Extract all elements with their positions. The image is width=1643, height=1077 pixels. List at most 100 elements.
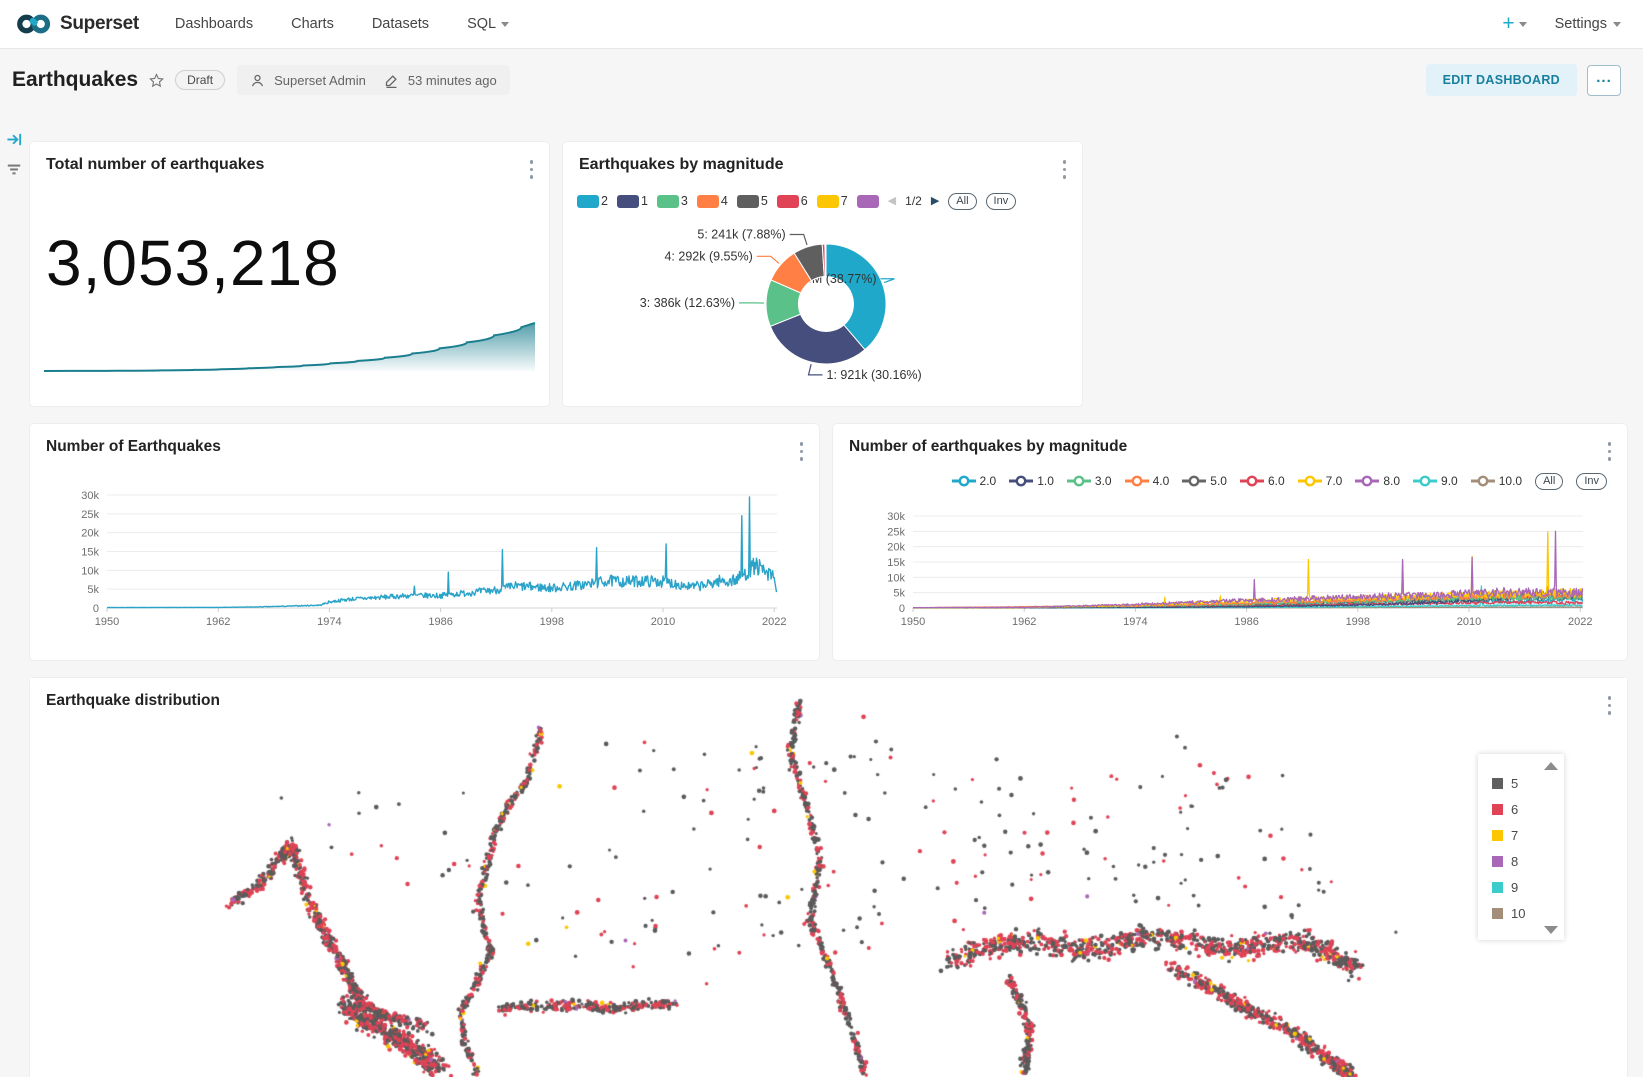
series-legend-item-1.0[interactable]: 1.0 — [1009, 474, 1054, 488]
legend-swatch — [656, 194, 679, 208]
earthquake-scatter-map — [30, 678, 1627, 1077]
map-legend-item-6[interactable]: 6 — [1492, 796, 1556, 822]
nav-item-sql[interactable]: SQL — [467, 16, 510, 32]
chart-title: Number of Earthquakes — [46, 438, 221, 455]
legend-label: 3.0 — [1094, 474, 1112, 488]
y-axis-tick: 0 — [899, 603, 905, 615]
legend-label: 10.0 — [1498, 474, 1523, 488]
chart-kebab-menu[interactable] — [528, 158, 536, 181]
series-legend-item-10.0[interactable]: 10.0 — [1470, 474, 1523, 488]
x-axis-tick: 1962 — [1012, 616, 1036, 628]
pie-legend-item-6[interactable]: 6 — [776, 194, 808, 208]
settings-label: Settings — [1554, 16, 1607, 32]
legend-label: 5 — [1511, 775, 1519, 791]
legend-inv-button[interactable]: Inv — [1576, 472, 1607, 490]
legend-label: 3 — [680, 194, 688, 208]
y-axis-tick: 30k — [81, 490, 99, 502]
edit-pencil-icon[interactable] — [384, 73, 399, 88]
map-legend-item-5[interactable]: 5 — [1492, 770, 1556, 796]
legend-label: 8.0 — [1383, 474, 1401, 488]
legend-all-button[interactable]: All — [948, 192, 977, 210]
legend-label: 2 — [601, 194, 608, 208]
edit-dashboard-button[interactable]: EDIT DASHBOARD — [1425, 64, 1577, 96]
owner-name: Superset Admin — [274, 72, 366, 88]
nav-item-dashboards[interactable]: Dashboards — [174, 16, 254, 32]
user-icon — [251, 74, 264, 86]
pie-legend-item-7[interactable]: 7 — [816, 194, 848, 208]
nav-item-sql-label: SQL — [467, 16, 497, 32]
pie-slice-2[interactable] — [825, 243, 887, 351]
chart-kebab-menu[interactable] — [1606, 694, 1614, 717]
series-legend-item-3.0[interactable]: 3.0 — [1066, 474, 1112, 488]
chart-kebab-menu[interactable] — [1606, 440, 1614, 463]
card-number-of-earthquakes: Number of Earthquakes 0 5k 10k 15k 20k 25k 30k… — [30, 424, 819, 660]
y-axis-tick: 20k — [81, 528, 99, 540]
legend-swatch — [1492, 803, 1503, 815]
line-chart: 0 5k 10k 15k 20k 25k 30k 1950 1962 1974 1986 1998 20… — [81, 490, 786, 628]
legend-prev-page-icon[interactable]: ◀ — [887, 194, 897, 207]
series-legend-item-6.0[interactable]: 6.0 — [1239, 474, 1285, 488]
legend-label: 10 — [1511, 905, 1526, 921]
legend-swatch — [616, 194, 639, 208]
big-number-trendline — [43, 322, 536, 372]
dashboard-meta: Superset Admin 53 minutes ago — [237, 65, 510, 95]
nav-item-charts[interactable]: Charts — [291, 16, 334, 32]
legend-swatch — [1492, 907, 1503, 919]
pie-legend-item-4[interactable]: 4 — [696, 194, 728, 208]
line-marker-icon — [1182, 475, 1207, 487]
big-number-value: 3,053,218 — [46, 227, 340, 299]
legend-swatch — [1492, 777, 1503, 789]
chart-kebab-menu[interactable] — [1061, 158, 1069, 181]
settings-menu[interactable]: Settings — [1555, 16, 1621, 32]
favorite-star-icon[interactable] — [148, 72, 165, 89]
filter-icon[interactable] — [6, 163, 22, 177]
chart-title: Earthquake distribution — [46, 692, 220, 709]
pie-legend: 2 1 3 4 5 6 7 ◀ 1/2 ▶ All Inv — [577, 192, 1017, 210]
line-marker-icon — [951, 475, 976, 487]
map-legend-item-10[interactable]: 10 — [1492, 900, 1556, 926]
map-legend-item-7[interactable]: 7 — [1492, 822, 1556, 848]
expand-filter-bar-icon[interactable] — [6, 132, 23, 147]
legend-next-page-icon[interactable]: ▶ — [930, 194, 940, 207]
legend-swatch — [1492, 881, 1503, 893]
pie-legend-item-1[interactable]: 1 — [616, 194, 648, 208]
card-total-earthquakes: Total number of earthquakes 3,053,218 — [30, 142, 549, 406]
x-axis-tick: 1950 — [95, 616, 119, 628]
pie-slice-1[interactable] — [769, 313, 866, 365]
map-legend-item-9[interactable]: 9 — [1492, 874, 1556, 900]
legend-inv-button[interactable]: Inv — [985, 192, 1017, 210]
chart-kebab-menu[interactable] — [798, 440, 806, 463]
new-item-button[interactable]: + — [1502, 12, 1527, 36]
card-earthquakes-by-magnitude: Earthquakes by magnitude 2 1 3 4 5 6 7 ◀ 1/2 ▶ All… — [563, 142, 1082, 406]
chart-title: Total number of earthquakes — [46, 156, 265, 173]
x-axis-tick: 1986 — [428, 616, 452, 628]
legend-all-button[interactable]: All — [1535, 472, 1564, 490]
series-legend-item-4.0[interactable]: 4.0 — [1124, 474, 1169, 488]
pie-callout-label: 4: 292k (9.55%) — [664, 249, 752, 263]
legend-scroll-up-icon[interactable] — [1544, 762, 1558, 770]
legend-scroll-down-icon[interactable] — [1544, 926, 1558, 934]
series-legend-item-2.0[interactable]: 2.0 — [951, 474, 996, 488]
pie-legend-item-8[interactable] — [856, 194, 879, 208]
series-legend-item-8.0[interactable]: 8.0 — [1355, 474, 1400, 488]
line-marker-icon — [1413, 475, 1438, 487]
series-legend-item-9.0[interactable]: 9.0 — [1413, 474, 1458, 488]
pie-legend-item-5[interactable]: 5 — [736, 194, 768, 208]
line-marker-icon — [1124, 475, 1149, 487]
pie-legend-item-2[interactable]: 2 — [577, 194, 608, 208]
pie-legend-item-3[interactable]: 3 — [656, 194, 688, 208]
legend-label: 1 — [640, 194, 648, 208]
series-legend-item-7.0[interactable]: 7.0 — [1297, 474, 1342, 488]
pie-callout-label: 1: 921k (30.16%) — [827, 368, 922, 382]
dashboard-header: Earthquakes Draft Superset Admin 53 minu… — [0, 49, 1643, 111]
map-legend: 5 6 7 8 9 10 — [1478, 754, 1564, 940]
series-legend-item-5.0[interactable]: 5.0 — [1182, 474, 1227, 488]
nav-item-datasets[interactable]: Datasets — [371, 16, 430, 32]
y-axis-tick: 5k — [87, 584, 99, 596]
map-legend-item-8[interactable]: 8 — [1492, 848, 1556, 874]
more-options-button[interactable]: ... — [1587, 64, 1621, 96]
legend-swatch — [577, 194, 599, 208]
legend-label: 6 — [1511, 801, 1519, 817]
y-axis-tick: 25k — [887, 526, 905, 538]
superset-logo[interactable]: Superset — [0, 12, 153, 36]
